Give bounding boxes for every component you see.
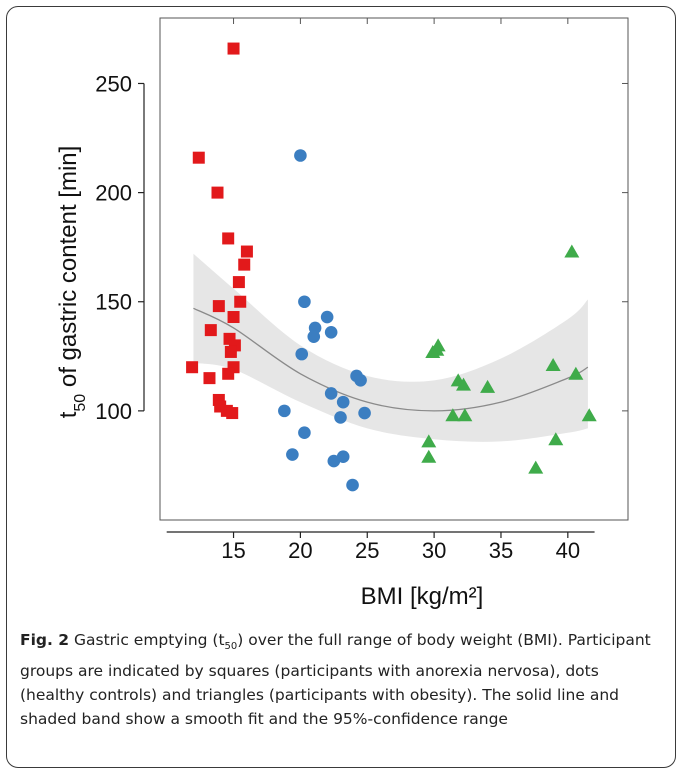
fit-line	[193, 307, 589, 412]
data-point-triangle	[456, 377, 472, 391]
data-point-triangle	[545, 358, 561, 372]
data-point-square	[240, 245, 253, 258]
data-point-square	[222, 232, 235, 245]
data-point-dot	[334, 411, 347, 424]
data-point-square	[232, 276, 245, 289]
data-point-square	[212, 300, 225, 313]
plot-area-border	[159, 17, 629, 521]
data-point-dot	[307, 330, 321, 343]
data-point-dot	[324, 387, 338, 400]
data-point-triangle	[568, 366, 584, 380]
data-point-square	[222, 367, 235, 380]
data-point-square	[224, 345, 237, 358]
data-point-dot	[294, 149, 307, 162]
data-point-dot	[298, 426, 311, 439]
data-points	[186, 42, 597, 492]
data-point-triangle	[445, 408, 461, 422]
caption-subscript: 50	[224, 641, 238, 653]
data-point-dot	[336, 395, 350, 409]
data-point-dot	[324, 325, 338, 339]
data-point-dot	[320, 310, 334, 324]
data-point-dot	[295, 347, 309, 361]
data-point-square	[234, 295, 247, 308]
data-point-triangle	[581, 408, 597, 422]
data-point-square	[186, 361, 199, 374]
data-point-dot	[358, 406, 371, 420]
y-tick-label: 250	[95, 71, 132, 96]
data-point-square	[203, 372, 216, 385]
y-tick-label: 200	[95, 181, 132, 206]
y-tick-label: 150	[95, 290, 132, 315]
caption-text-a: Gastric emptying (t	[69, 631, 225, 649]
x-tick-label: 35	[489, 538, 513, 563]
confidence-band	[193, 253, 588, 442]
data-point-triangle	[548, 432, 564, 446]
data-point-triangle	[457, 408, 473, 422]
data-point-square	[227, 311, 240, 324]
series-triangle	[421, 244, 597, 474]
x-tick-label: 25	[355, 538, 379, 563]
data-point-triangle	[421, 449, 437, 463]
data-point-square	[192, 151, 205, 164]
x-tick-label: 20	[288, 538, 312, 563]
data-point-square	[211, 186, 224, 199]
x-axis-label: BMI [kg/m²]	[361, 583, 484, 610]
data-point-triangle	[421, 434, 437, 448]
x-tick-label: 30	[422, 538, 446, 563]
series-circle	[278, 149, 371, 492]
data-point-square	[227, 42, 240, 55]
data-point-triangle	[480, 379, 496, 393]
y-axis-label: t50 of gastric content [min]	[55, 146, 89, 419]
x-tick-label: 40	[556, 538, 580, 563]
data-point-triangle	[528, 460, 544, 474]
x-tick-label: 15	[221, 538, 245, 563]
axes: 15 20 25 30 35 40 100 150 200 250	[95, 18, 628, 563]
caption-text-b: ) over the full range of body weight (BM…	[20, 631, 651, 729]
data-point-dot	[298, 295, 311, 309]
figure-caption: Fig. 2 Gastric emptying (t50) over the f…	[20, 628, 664, 731]
data-point-square	[204, 324, 217, 337]
data-point-dot	[278, 404, 291, 418]
data-point-dot	[354, 374, 367, 387]
data-point-triangle	[564, 244, 580, 258]
data-point-dot	[286, 448, 299, 461]
figure-label: Fig. 2	[20, 631, 70, 649]
data-point-dot	[346, 478, 359, 492]
data-point-dot	[327, 454, 341, 468]
confidence-band-area	[193, 253, 588, 442]
smooth-fit-line	[193, 307, 589, 412]
data-point-square	[226, 407, 239, 420]
y-tick-label: 100	[95, 399, 132, 424]
data-point-dot	[336, 450, 350, 464]
data-point-triangle	[425, 344, 441, 358]
scatter-chart: 15 20 25 30 35 40 100 150 200 250 BMI [kg/m²] t50…	[55, 17, 629, 610]
data-point-square	[238, 258, 251, 271]
series-square	[186, 42, 253, 420]
